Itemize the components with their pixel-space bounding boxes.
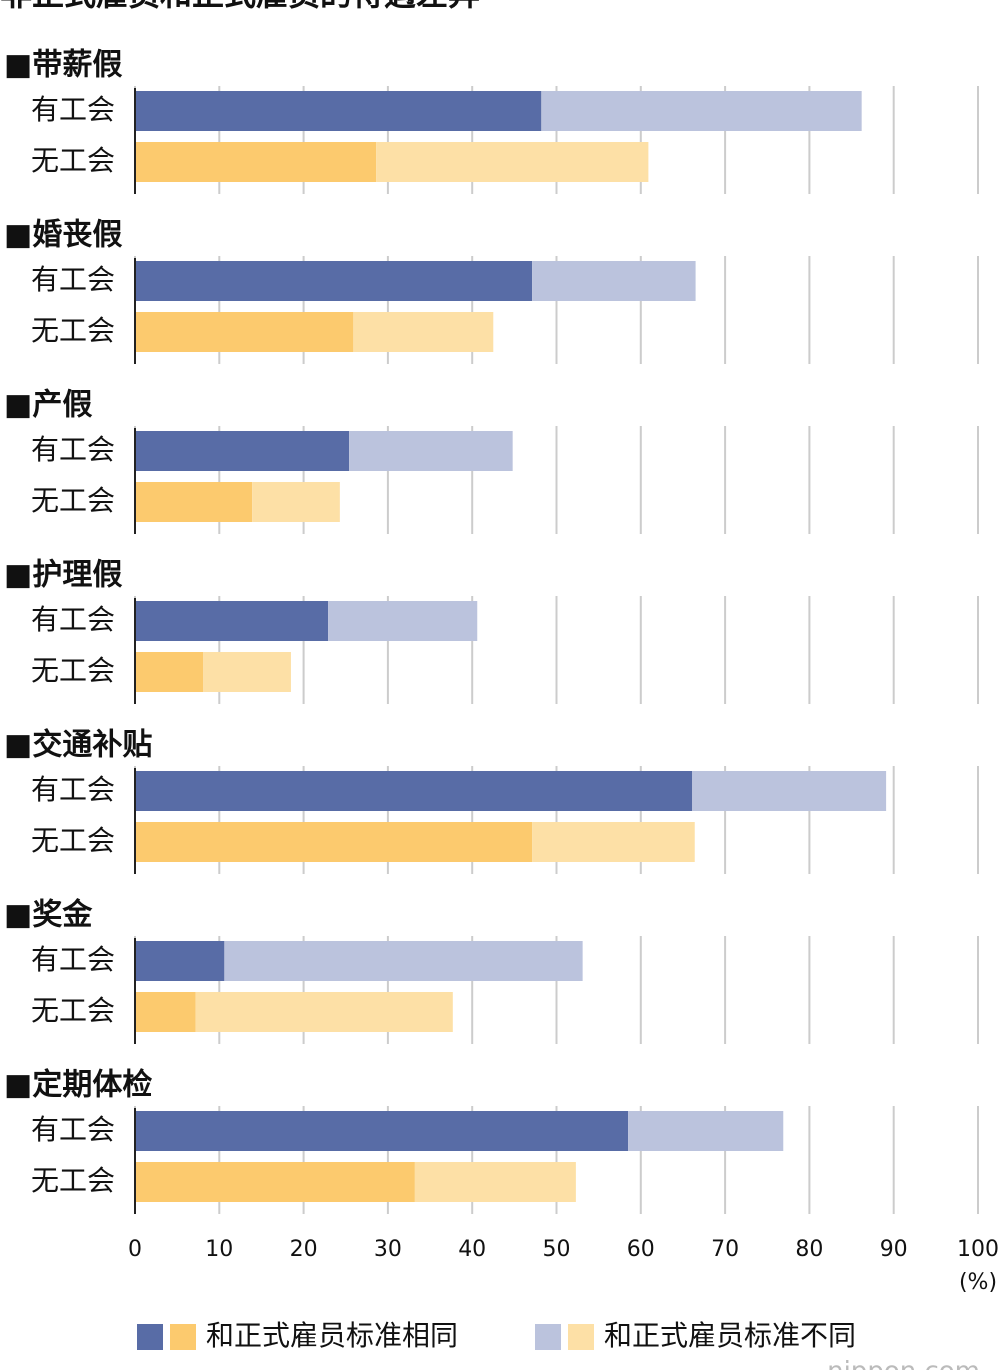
bar-segment: [224, 941, 583, 981]
bar-segment: [135, 1111, 629, 1151]
legend-swatch: [535, 1324, 561, 1350]
x-tick-label: 100: [957, 1237, 999, 1262]
x-tick-label: 40: [458, 1237, 486, 1262]
bar-segment: [135, 312, 354, 352]
bar-segment: [135, 992, 196, 1032]
x-tick-label: 80: [795, 1237, 823, 1262]
row-label: 有工会: [31, 603, 115, 636]
x-tick-label: 90: [880, 1237, 908, 1262]
group-label: ■定期体检: [4, 1068, 152, 1103]
x-tick-label: 10: [205, 1237, 233, 1262]
bar-segment: [532, 261, 696, 301]
row-label: 有工会: [31, 1113, 115, 1146]
x-tick-label: 30: [374, 1237, 402, 1262]
bar-segment: [135, 652, 204, 692]
bar-segment: [203, 652, 291, 692]
row-label: 有工会: [31, 93, 115, 126]
x-unit: (%): [959, 1270, 997, 1295]
group-label: ■交通补贴: [4, 728, 152, 763]
legend-label: 和正式雇员标准不同: [604, 1319, 856, 1352]
legend-swatch: [137, 1324, 163, 1350]
bar-segment: [135, 142, 377, 182]
legend-swatch: [568, 1324, 594, 1350]
group-label: ■婚丧假: [4, 218, 122, 253]
bar-segment: [692, 771, 887, 811]
legend-swatch: [170, 1324, 196, 1350]
bar-segment: [328, 601, 478, 641]
bar-segment: [135, 771, 693, 811]
chart-title: 非正式雇员和正式雇员的待遇差异: [0, 0, 480, 13]
bar-segment: [135, 601, 329, 641]
row-label: 有工会: [31, 943, 115, 976]
bar-segment: [628, 1111, 784, 1151]
bar-segment: [135, 1162, 415, 1202]
group-label: ■产假: [4, 388, 92, 423]
bar-segment: [349, 431, 513, 471]
row-label: 无工会: [31, 484, 115, 517]
group-label: ■奖金: [4, 898, 93, 933]
legend-label: 和正式雇员标准相同: [206, 1319, 458, 1352]
row-label: 无工会: [31, 994, 115, 1027]
group-label: ■带薪假: [4, 48, 122, 83]
bar-segment: [353, 312, 494, 352]
bar-segment: [135, 91, 542, 131]
row-label: 无工会: [31, 824, 115, 857]
row-label: 有工会: [31, 773, 115, 806]
bar-segment: [414, 1162, 576, 1202]
x-tick-label: 50: [543, 1237, 571, 1262]
bar-segment: [541, 91, 862, 131]
bar-segment: [135, 431, 350, 471]
x-tick-label: 70: [711, 1237, 739, 1262]
bar-segment: [135, 941, 225, 981]
group-label: ■护理假: [4, 558, 122, 593]
x-tick-label: 60: [627, 1237, 655, 1262]
bar-segment: [252, 482, 340, 522]
bar-segment: [135, 261, 533, 301]
row-label: 有工会: [31, 433, 115, 466]
row-label: 无工会: [31, 314, 115, 347]
x-tick-label: 20: [290, 1237, 318, 1262]
bar-segment: [532, 822, 695, 862]
bar-segment: [135, 822, 533, 862]
row-label: 有工会: [31, 263, 115, 296]
row-label: 无工会: [31, 1164, 115, 1197]
source: nippon.com: [827, 1357, 980, 1370]
bar-segment: [195, 992, 453, 1032]
bar-segment: [376, 142, 649, 182]
row-label: 无工会: [31, 144, 115, 177]
bar-segment: [135, 482, 253, 522]
x-tick-label: 0: [128, 1237, 142, 1262]
row-label: 无工会: [31, 654, 115, 687]
